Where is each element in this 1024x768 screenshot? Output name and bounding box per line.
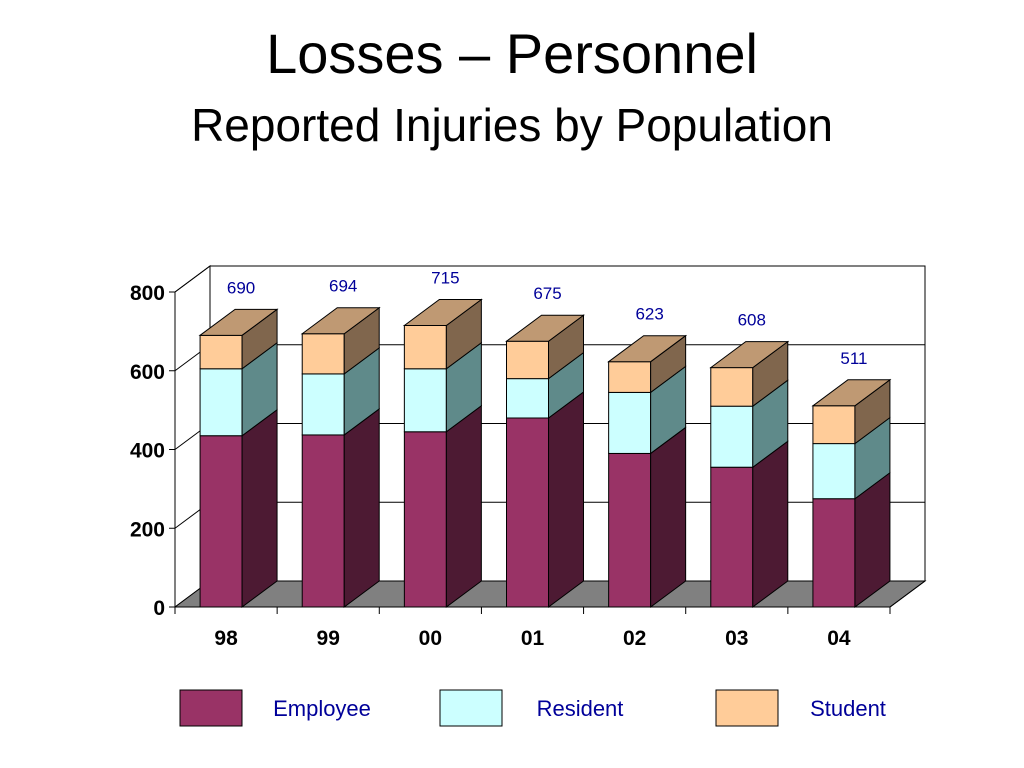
bar-employee-01 bbox=[506, 417, 549, 608]
y-tick-label: 0 bbox=[153, 597, 165, 620]
bar-resident-00 bbox=[403, 368, 447, 433]
bar-side-employee-02 bbox=[650, 426, 687, 608]
total-label-02: 623 bbox=[635, 305, 663, 324]
bar-employee-00 bbox=[403, 431, 447, 608]
total-label-00: 715 bbox=[431, 268, 459, 287]
bar-student-02 bbox=[608, 361, 652, 393]
legend-label-student: Student bbox=[810, 696, 886, 721]
bar-resident-99 bbox=[301, 373, 345, 436]
bar-resident-98 bbox=[199, 368, 243, 437]
bar-resident-04 bbox=[812, 443, 856, 500]
legend-label-resident: Resident bbox=[537, 696, 624, 721]
bar-top-00 bbox=[402, 298, 483, 326]
x-tick-label-04: 04 bbox=[827, 627, 851, 650]
legend-label-employee: Employee bbox=[273, 696, 371, 721]
bar-employee-98 bbox=[199, 435, 243, 608]
bar-employee-03 bbox=[710, 466, 754, 608]
chart-subtitle: Reported Injuries by Population bbox=[191, 99, 833, 151]
total-label-01: 675 bbox=[533, 284, 561, 303]
y-tick-label: 400 bbox=[130, 440, 165, 463]
bar-side-employee-98 bbox=[241, 408, 278, 608]
bar-top-03 bbox=[709, 341, 790, 369]
legend-swatch-employee bbox=[179, 689, 243, 727]
legend-swatch-resident bbox=[439, 689, 503, 727]
bar-side-employee-99 bbox=[343, 407, 380, 608]
bar-employee-04 bbox=[812, 498, 856, 608]
bar-student-01 bbox=[506, 340, 549, 380]
bar-student-99 bbox=[301, 333, 345, 375]
gridline bbox=[174, 265, 211, 293]
bar-employee-02 bbox=[608, 452, 652, 608]
x-tick-label-99: 99 bbox=[317, 627, 340, 650]
bar-side-employee-03 bbox=[752, 440, 789, 608]
total-label-04: 511 bbox=[840, 349, 867, 368]
y-tick-label: 800 bbox=[130, 282, 165, 305]
bar-top-02 bbox=[607, 335, 688, 363]
bar-employee-99 bbox=[301, 434, 345, 608]
total-label-99: 694 bbox=[329, 277, 357, 296]
bar-resident-02 bbox=[608, 391, 652, 454]
total-label-98: 690 bbox=[227, 278, 255, 297]
bar-side-employee-01 bbox=[548, 391, 584, 608]
bar-top-98 bbox=[198, 308, 279, 336]
x-tick-label-00: 00 bbox=[419, 627, 442, 650]
x-axis-edge bbox=[889, 580, 926, 608]
total-label-03: 608 bbox=[738, 311, 766, 330]
bar-top-99 bbox=[300, 307, 381, 335]
y-tick-label: 600 bbox=[130, 361, 165, 384]
bar-resident-03 bbox=[710, 405, 754, 468]
y-tick-label: 200 bbox=[130, 518, 165, 541]
x-tick-label-02: 02 bbox=[623, 627, 646, 650]
chart-title: Losses – Personnel bbox=[266, 22, 758, 85]
bar-student-98 bbox=[199, 334, 243, 370]
bar-side-employee-00 bbox=[445, 404, 482, 608]
x-tick-label-01: 01 bbox=[521, 627, 545, 650]
bar-student-04 bbox=[812, 405, 856, 445]
bar-resident-01 bbox=[506, 378, 549, 419]
bar-student-03 bbox=[710, 367, 754, 407]
bar-student-00 bbox=[403, 324, 447, 370]
x-tick-label-03: 03 bbox=[725, 627, 748, 650]
bar-top-04 bbox=[811, 379, 892, 407]
x-tick-label-98: 98 bbox=[214, 627, 238, 650]
legend-swatch-student bbox=[715, 689, 779, 727]
bar-top-01 bbox=[504, 314, 586, 342]
